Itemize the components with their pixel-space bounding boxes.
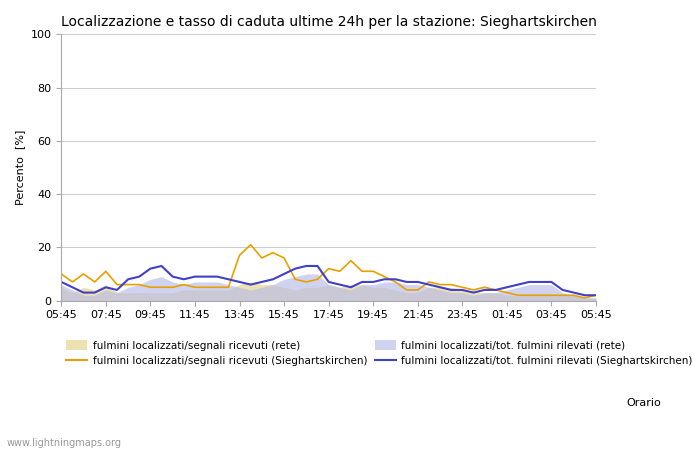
Y-axis label: Percento  [%]: Percento [%] bbox=[15, 130, 25, 205]
Text: www.lightningmaps.org: www.lightningmaps.org bbox=[7, 438, 122, 448]
Text: Orario: Orario bbox=[626, 398, 662, 408]
Title: Localizzazione e tasso di caduta ultime 24h per la stazione: Sieghartskirchen: Localizzazione e tasso di caduta ultime … bbox=[61, 15, 596, 29]
Legend: fulmini localizzati/segnali ricevuti (rete), fulmini localizzati/segnali ricevut: fulmini localizzati/segnali ricevuti (re… bbox=[66, 340, 693, 366]
